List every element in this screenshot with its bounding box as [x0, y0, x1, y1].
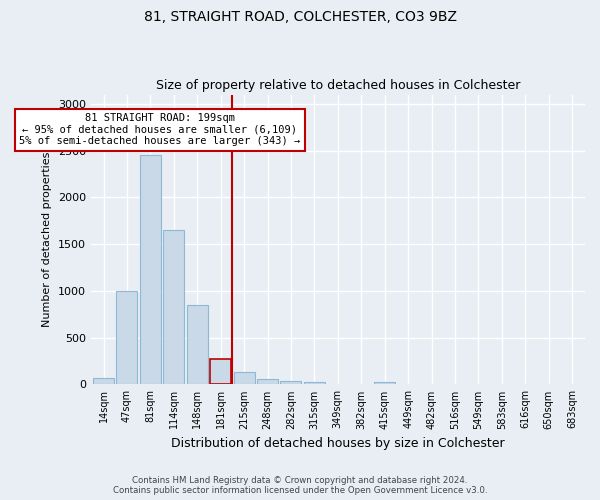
- Bar: [304, 382, 325, 384]
- Text: 81, STRAIGHT ROAD, COLCHESTER, CO3 9BZ: 81, STRAIGHT ROAD, COLCHESTER, CO3 9BZ: [143, 10, 457, 24]
- Bar: [210, 359, 231, 384]
- Title: Size of property relative to detached houses in Colchester: Size of property relative to detached ho…: [155, 79, 520, 92]
- Bar: [140, 156, 161, 384]
- Bar: [280, 380, 301, 384]
- Y-axis label: Number of detached properties: Number of detached properties: [42, 152, 52, 327]
- Bar: [93, 378, 114, 384]
- Bar: [163, 230, 184, 384]
- Bar: [374, 382, 395, 384]
- Bar: [233, 372, 254, 384]
- X-axis label: Distribution of detached houses by size in Colchester: Distribution of detached houses by size …: [171, 437, 505, 450]
- Text: 81 STRAIGHT ROAD: 199sqm
← 95% of detached houses are smaller (6,109)
5% of semi: 81 STRAIGHT ROAD: 199sqm ← 95% of detach…: [19, 114, 301, 146]
- Bar: [257, 379, 278, 384]
- Bar: [116, 291, 137, 384]
- Bar: [187, 305, 208, 384]
- Text: Contains HM Land Registry data © Crown copyright and database right 2024.
Contai: Contains HM Land Registry data © Crown c…: [113, 476, 487, 495]
